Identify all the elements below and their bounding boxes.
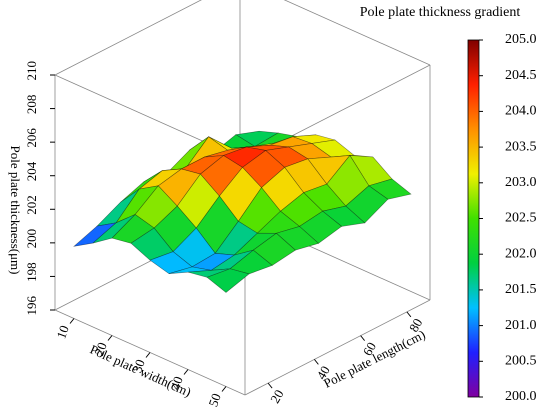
z-tick-label: 202: [24, 195, 39, 215]
z-axis-label: Pole plate thickness(μm): [8, 146, 23, 275]
colorbar-tick-label: 202.0: [505, 246, 537, 261]
y-tick-label: 60: [360, 339, 379, 358]
x-axis-label: Pole plate width(cm): [88, 342, 194, 400]
z-tick-label: 198: [24, 262, 39, 282]
z-tick-label: 204: [24, 161, 39, 181]
x-tick-label: 20: [91, 340, 110, 357]
z-tick-label: 208: [24, 95, 39, 115]
surface-patch: [206, 268, 250, 293]
x-tick-label: 50: [205, 391, 224, 408]
surface-patch: [252, 232, 296, 266]
surface: [73, 130, 412, 293]
box-edge: [283, 0, 431, 66]
y-tick: [406, 311, 412, 318]
colorbar-tick-label: 200.5: [505, 354, 537, 369]
colorbar-tick-label: 204.0: [505, 104, 537, 119]
y-tick-label: 20: [267, 387, 286, 406]
y-axis-label: Pole plate length(cm): [321, 327, 428, 391]
colorbar-tick-label: 204.5: [505, 68, 537, 83]
colorbar-tick-label: 203.5: [505, 139, 537, 154]
y-tick: [360, 335, 366, 341]
z-tick-label: 200: [24, 229, 39, 249]
x-tick-label: 10: [53, 323, 72, 340]
colorbar-tick-label: 201.0: [505, 318, 537, 333]
colorbar-tick-label: 203.0: [505, 175, 537, 190]
box-edge: [54, 0, 202, 76]
x-tick: [145, 352, 151, 358]
x-tick-label: 40: [167, 374, 186, 391]
x-tick: [69, 318, 75, 324]
x-tick: [221, 386, 227, 392]
x-tick: [183, 369, 189, 375]
colorbar: [467, 39, 480, 398]
z-tick-label: 196: [24, 296, 39, 316]
colorbar-tick-label: 205.0: [505, 32, 537, 47]
x-tick: [107, 335, 113, 341]
box-edge: [244, 299, 431, 396]
y-tick-label: 80: [406, 316, 425, 335]
colorbar-tick-label: 201.5: [505, 282, 537, 297]
colorbar-title: Pole plate thickness gradient: [360, 5, 521, 20]
z-tick-label: 210: [24, 61, 39, 81]
y-tick: [267, 382, 273, 389]
y-tick-label: 40: [313, 363, 332, 382]
colorbar-tick-label: 202.5: [505, 211, 537, 226]
x-tick-label: 30: [129, 357, 148, 374]
surface-patch: [229, 249, 273, 275]
y-tick: [313, 359, 319, 365]
z-tick-label: 206: [24, 128, 39, 148]
colorbar-tick-label: 200.0: [505, 389, 537, 404]
